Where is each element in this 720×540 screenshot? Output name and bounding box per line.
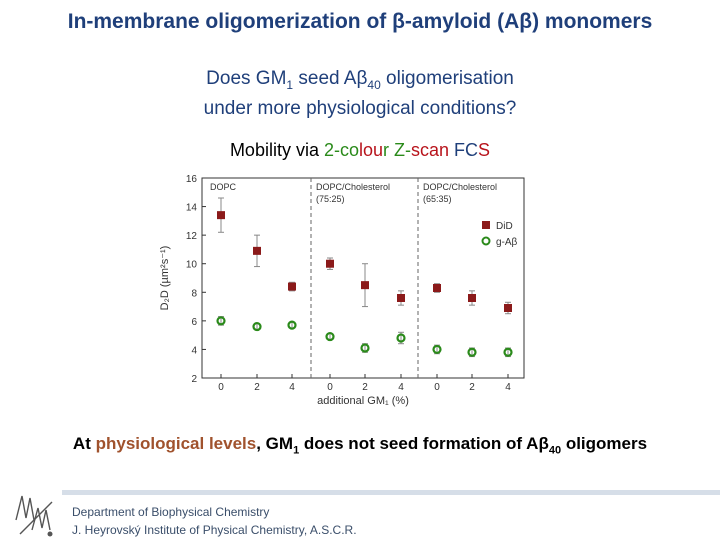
footer-divider <box>62 490 720 495</box>
data-point-did <box>433 284 441 292</box>
footer-department: Department of Biophysical Chemistry <box>72 505 270 519</box>
y-tick-label: 14 <box>186 203 198 214</box>
data-point-did <box>253 246 261 255</box>
slide-title: In-membrane oligomerization of β-amyloid… <box>67 10 653 33</box>
conclusion-highlight: physiological levels <box>95 434 257 453</box>
y-tick-label: 2 <box>191 374 197 385</box>
legend-label: g-Aβ <box>496 237 518 248</box>
x-tick-label: 2 <box>469 382 475 393</box>
question-line-1: Does GM1 seed Aβ40 oligomerisation <box>0 68 720 92</box>
data-point-gab <box>216 316 226 326</box>
data-point-did <box>326 259 334 268</box>
x-tick-label: 4 <box>398 382 404 393</box>
question-text-c: oligomerisation <box>380 68 514 89</box>
x-tick-label: 0 <box>218 382 224 393</box>
question-line-2: under more physiological conditions? <box>203 98 517 119</box>
y-tick-label: 16 <box>186 174 198 185</box>
y-tick-label: 10 <box>186 260 198 271</box>
question-text-b: seed Aβ <box>293 68 368 89</box>
data-point-gab <box>396 333 406 343</box>
question-text: Does GM <box>206 68 287 89</box>
question-sub: 1 <box>286 77 294 92</box>
conclusion-b: , GM <box>256 434 294 453</box>
method-part6: S <box>478 140 491 160</box>
x-axis-label: additional GM₁ (%) <box>317 395 409 407</box>
panel-label: DOPC/Cholesterol <box>423 182 497 192</box>
data-point-did <box>397 294 405 302</box>
conclusion-d: oligomers <box>561 434 648 453</box>
x-tick-label: 4 <box>289 382 295 393</box>
question-sub2: 40 <box>367 77 381 92</box>
data-point-did <box>361 281 369 290</box>
data-point-gab <box>252 321 262 332</box>
panel-label: DOPC/Cholesterol <box>316 182 390 192</box>
method-part5: FC <box>454 140 479 160</box>
method-part4: scan <box>411 140 455 160</box>
data-point-gab <box>503 347 513 357</box>
x-tick-label: 0 <box>327 382 333 393</box>
data-point-did <box>217 211 225 220</box>
x-tick-label: 2 <box>362 382 368 393</box>
y-tick-label: 4 <box>191 345 197 356</box>
data-point-did <box>468 294 476 302</box>
method-line: Mobility via 2-colour Z-scan FCS <box>0 140 720 161</box>
footer-institute: J. Heyrovský Institute of Physical Chemi… <box>72 523 357 537</box>
legend-label: DiD <box>496 221 513 232</box>
panel-label: DOPC <box>210 182 237 192</box>
data-point-did <box>288 282 296 291</box>
data-point-gab <box>467 347 477 357</box>
legend-marker <box>481 236 491 246</box>
data-point-gab <box>432 344 442 355</box>
x-tick-label: 4 <box>505 382 511 393</box>
conclusion-a: At <box>72 434 96 453</box>
y-tick-label: 6 <box>191 317 197 328</box>
x-tick-label: 0 <box>434 382 440 393</box>
institute-logo-icon <box>15 495 53 537</box>
data-point-gab <box>287 320 297 330</box>
y-tick-label: 8 <box>191 288 197 299</box>
y-axis-label: D₂D (µm²s⁻¹) <box>159 246 171 311</box>
y-tick-label: 12 <box>186 231 198 242</box>
panel-label: (65:35) <box>423 194 452 204</box>
data-point-did <box>504 304 512 312</box>
x-tick-label: 2 <box>254 382 260 393</box>
conclusion-c: does not seed formation of Aβ <box>299 434 549 453</box>
conclusion: At physiological levels, GM1 does not se… <box>0 434 720 456</box>
method-part3: r Z- <box>383 140 411 160</box>
legend-marker <box>482 221 490 229</box>
method-part2: lou <box>358 140 384 160</box>
panel-label: (75:25) <box>316 194 345 204</box>
method-prefix: Mobility via <box>229 140 324 160</box>
data-point-gab <box>325 331 335 342</box>
conclusion-sub: 1 <box>293 444 300 457</box>
conclusion-sub2: 40 <box>548 444 562 457</box>
plot-frame <box>201 177 525 379</box>
data-point-gab <box>360 343 370 353</box>
method-part1: 2-co <box>323 140 359 160</box>
